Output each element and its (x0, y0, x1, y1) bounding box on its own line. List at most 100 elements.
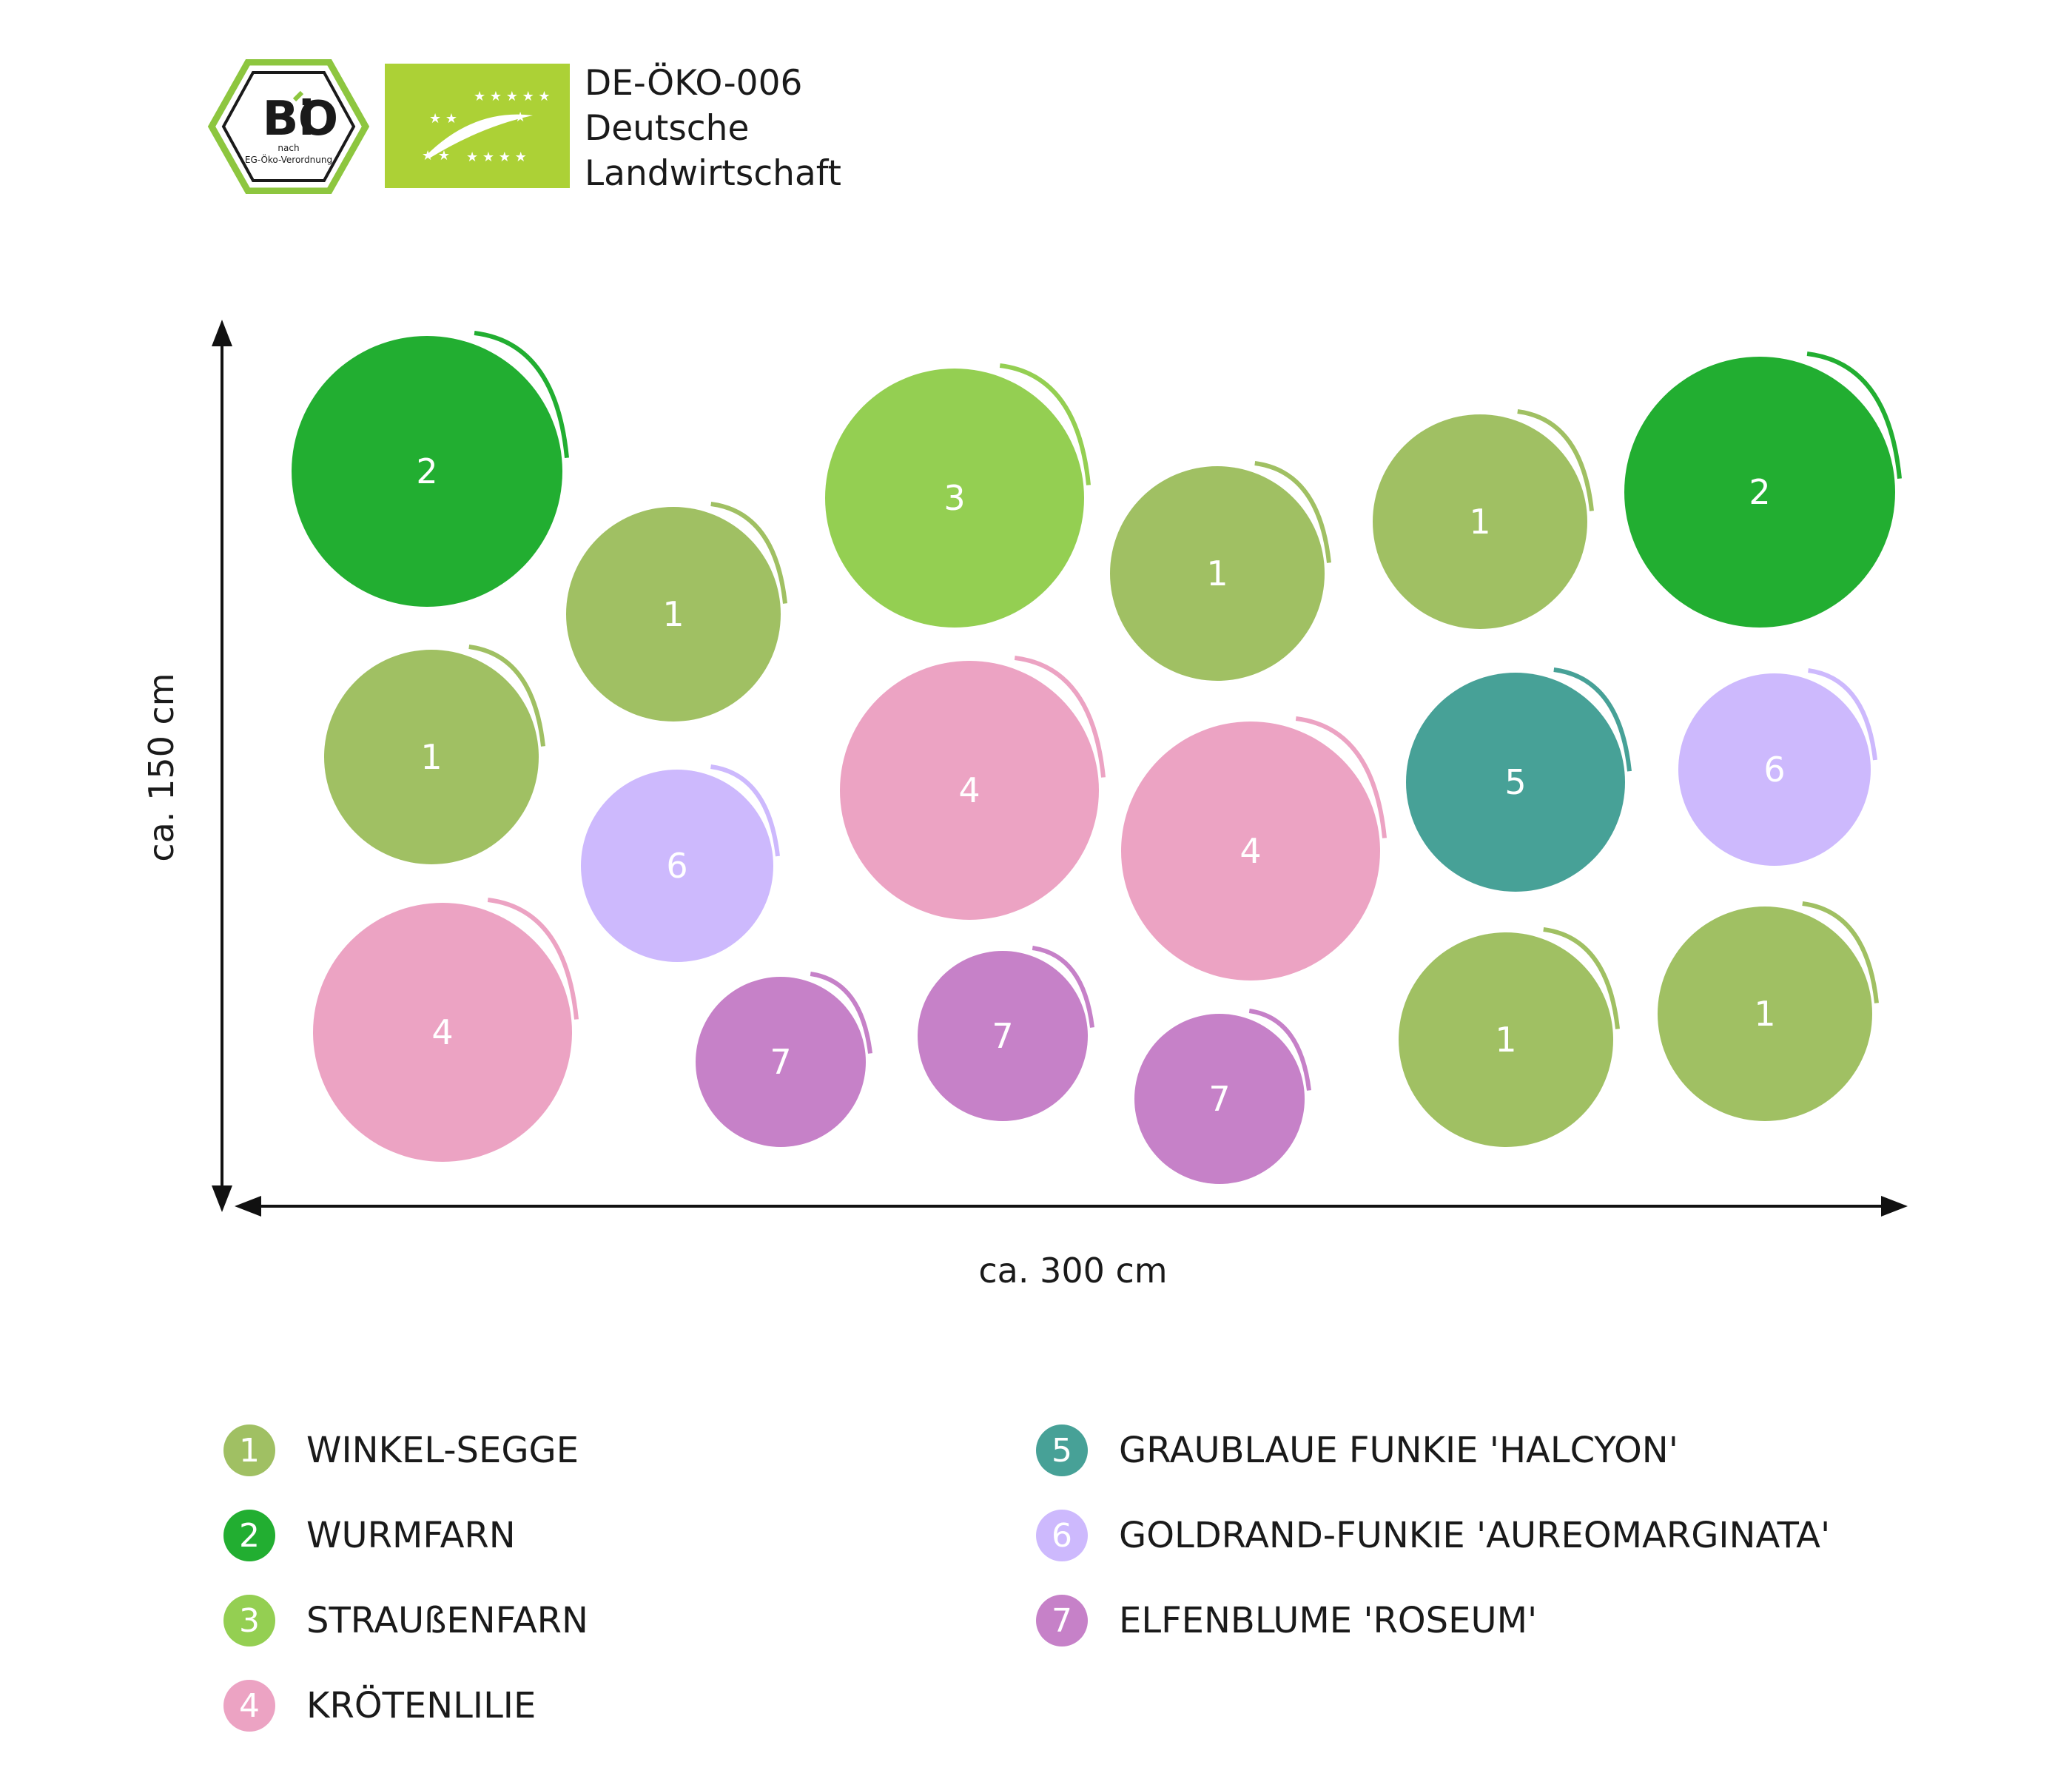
legend-label: WURMFARN (306, 1515, 516, 1556)
plant-disc (1110, 466, 1325, 681)
legend-swatch: 1 (223, 1424, 275, 1476)
brush-stroke (710, 764, 780, 857)
legend-swatch: 2 (223, 1510, 275, 1561)
plant-disc (840, 661, 1099, 920)
certification-text: DE-ÖKO-006 Deutsche Landwirtschaft (585, 61, 841, 196)
plant-circle-1: 1 (566, 502, 787, 722)
plant-number: 3 (944, 478, 965, 518)
plant-number: 5 (1504, 762, 1526, 802)
plant-number: 1 (1495, 1020, 1516, 1060)
legend-label: ELFENBLUME 'ROSEUM' (1119, 1600, 1538, 1641)
legend-label: STRAUßENFARN (306, 1600, 588, 1641)
plant-disc (324, 650, 539, 864)
legend-item: 4 KRÖTENLILIE (223, 1680, 536, 1732)
legend-swatch: 5 (1036, 1424, 1088, 1476)
plant-number: 1 (1469, 502, 1490, 542)
plant-number: 1 (420, 737, 442, 777)
brush-stroke (474, 331, 569, 458)
plant-disc (1373, 414, 1587, 629)
cert-code: DE-ÖKO-006 (585, 63, 803, 104)
plant-disc (825, 369, 1084, 628)
plant-number: 4 (431, 1012, 453, 1052)
plant-number: 2 (416, 451, 437, 491)
plant-disc (1399, 932, 1613, 1147)
svg-text:nach: nach (278, 143, 299, 153)
brush-stroke (999, 363, 1091, 485)
plant-number: 7 (1208, 1079, 1230, 1119)
plant-number: 1 (662, 594, 684, 634)
brush-stroke (468, 645, 545, 747)
legend-swatch: 4 (223, 1680, 275, 1732)
plant-circle-3: 3 (825, 363, 1091, 628)
plant-circle-6: 6 (1678, 668, 1877, 866)
brush-stroke (1517, 409, 1594, 511)
plant-circle-4: 4 (313, 898, 579, 1162)
plant-circle-4: 4 (840, 656, 1106, 920)
brush-stroke (1802, 901, 1879, 1003)
brush-stroke (810, 972, 872, 1054)
plant-disc (1406, 673, 1625, 892)
plant-disc (1658, 906, 1872, 1121)
plant-disc (566, 507, 781, 722)
legend-swatch: 7 (1036, 1595, 1088, 1646)
vertical-arrow-bottom (212, 1185, 232, 1212)
horizontal-arrow-right (1881, 1196, 1908, 1217)
plant-disc (581, 770, 773, 962)
plant-disc (1624, 357, 1895, 628)
eu-organic-logo: ★ ★ ★ ★ ★ ★ ★ ★ ★ ★ ★ ★ ★ ★ (385, 64, 570, 188)
legend-item: 1 WINKEL-SEGGE (223, 1424, 579, 1476)
width-label: ca. 300 cm (978, 1251, 1168, 1291)
vertical-arrow-top (212, 320, 232, 346)
plant-number: 1 (1206, 554, 1228, 593)
plant-number: 1 (1754, 994, 1775, 1034)
legend-item: 6 GOLDRAND-FUNKIE 'AUREOMARGINATA' (1036, 1510, 1830, 1561)
legend-item: 3 STRAUßENFARN (223, 1595, 588, 1646)
legend-item: 7 ELFENBLUME 'ROSEUM' (1036, 1595, 1537, 1646)
plant-circle-6: 6 (581, 764, 780, 962)
plant-circle-1: 1 (1110, 461, 1331, 681)
legend-label: KRÖTENLILIE (306, 1685, 536, 1726)
plant-circle-7: 7 (696, 972, 872, 1147)
legend-item: 2 WURMFARN (223, 1510, 516, 1561)
svg-text:★ ★ ★ ★: ★ ★ ★ ★ (466, 149, 527, 165)
plant-number: 7 (770, 1042, 791, 1082)
brush-stroke (487, 898, 579, 1020)
legend-label: GRAUBLAUE FUNKIE 'HALCYON' (1119, 1430, 1678, 1471)
plant-circle-4: 4 (1121, 716, 1387, 980)
plant-disc (1121, 722, 1380, 980)
plant-disc (696, 977, 866, 1147)
brush-stroke (1295, 716, 1387, 838)
plant-circle-2: 2 (1624, 352, 1902, 628)
brush-stroke (1254, 461, 1331, 563)
bio-seal-logo: Bi O nach EG-Öko-Verordnung (207, 59, 370, 194)
plant-circle-2: 2 (292, 331, 569, 607)
plant-circle-7: 7 (1134, 1009, 1311, 1184)
svg-text:★ ★: ★ ★ (422, 148, 450, 164)
legend-label: WINKEL-SEGGE (306, 1430, 579, 1471)
plant-number: 4 (958, 770, 980, 810)
brush-stroke (1553, 667, 1632, 772)
svg-text:★ ★: ★ ★ (429, 111, 457, 127)
plant-number: 4 (1240, 831, 1261, 871)
brush-stroke (710, 502, 787, 604)
brush-stroke (1014, 656, 1106, 778)
brush-stroke (1543, 927, 1620, 1029)
plant-circle-5: 5 (1406, 667, 1632, 892)
svg-text:Bi: Bi (263, 92, 315, 147)
svg-text:★ ★ ★ ★ ★: ★ ★ ★ ★ ★ (474, 89, 551, 104)
cert-line-2: Deutsche (585, 108, 750, 149)
plant-number: 6 (666, 846, 687, 886)
plant-number: 7 (992, 1016, 1013, 1056)
svg-text:O: O (298, 92, 338, 147)
cert-line-3: Landwirtschaft (585, 153, 841, 194)
plant-disc (1134, 1014, 1305, 1184)
brush-stroke (1808, 668, 1877, 761)
plant-circle-1: 1 (1658, 901, 1879, 1121)
brush-stroke (1248, 1009, 1311, 1091)
plant-number: 2 (1749, 472, 1770, 512)
plant-circle-1: 1 (324, 645, 545, 864)
plant-disc (1678, 673, 1871, 866)
plant-disc (292, 336, 562, 607)
